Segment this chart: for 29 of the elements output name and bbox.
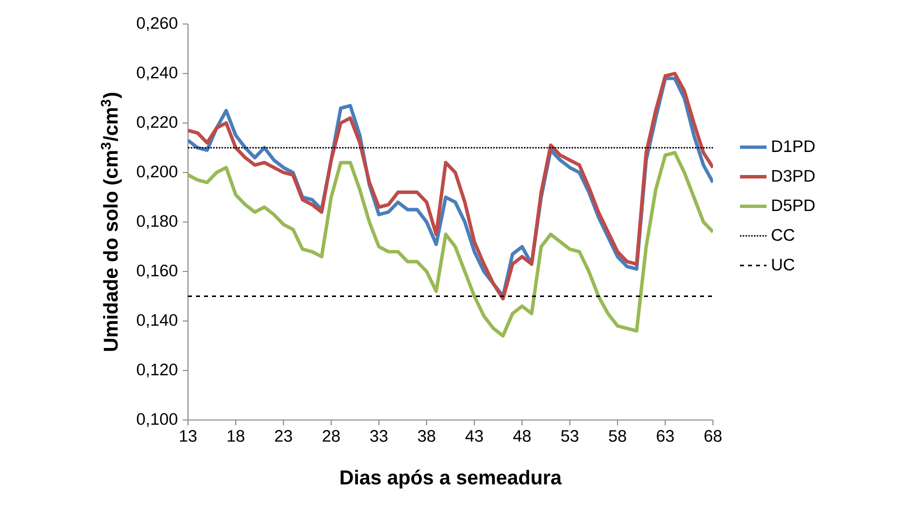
x-tick-label: 38 <box>418 430 436 442</box>
y-tick-label: 0,200 <box>136 166 178 180</box>
legend-label: D5PD <box>772 200 815 212</box>
x-tick-label: 58 <box>608 430 626 442</box>
y-tick-label: 0,220 <box>136 116 178 130</box>
legend-label: UC <box>772 258 794 270</box>
x-tick-label: 68 <box>704 430 722 442</box>
x-tick-label: 33 <box>370 430 388 442</box>
y-tick-label: 0,160 <box>136 264 178 278</box>
x-axis-title: Dias após a semeadura <box>340 470 562 488</box>
x-tick-label: 48 <box>513 430 531 442</box>
y-axis-title: Umidade do solo (cm$^{3}$/cm$^{3}$) <box>100 92 122 351</box>
x-tick-label: 63 <box>656 430 674 442</box>
x-tick-label: 18 <box>228 430 244 442</box>
x-tick-label: 13 <box>180 430 197 442</box>
line-series <box>188 150 713 338</box>
x-tick-label: 53 <box>561 430 578 442</box>
legend-label: D3PD <box>772 170 815 182</box>
x-tick-label: 43 <box>465 430 483 442</box>
y-tick-label: 0,260 <box>136 17 178 31</box>
legend-label: CC <box>772 229 794 241</box>
y-tick-label: 0,120 <box>136 364 178 378</box>
y-tick-label: 0,180 <box>136 215 178 229</box>
x-tick-label: 28 <box>322 430 340 442</box>
y-tick-label: 0,100 <box>136 413 178 427</box>
x-tick-label: 23 <box>275 430 292 442</box>
legend-label: D1PD <box>772 140 815 152</box>
y-tick-label: 0,240 <box>136 66 178 80</box>
y-tick-label: 0,140 <box>136 314 178 328</box>
